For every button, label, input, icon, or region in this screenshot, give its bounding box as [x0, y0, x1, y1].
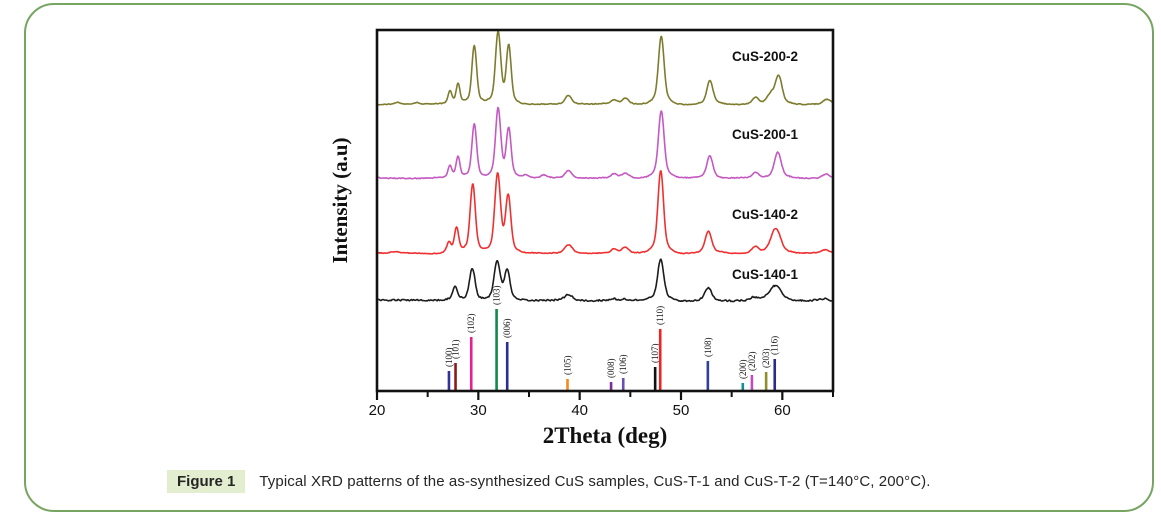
ref-peak-label-(107): (107) — [650, 344, 660, 364]
ref-peak-label-(106): (106) — [618, 355, 628, 375]
ref-peak-label-(008): (008) — [606, 359, 616, 379]
ref-peak-label-(006): (006) — [502, 319, 512, 339]
series-label-CuS-200-2: CuS-200-2 — [732, 49, 798, 64]
x-axis-title: 2Theta (deg) — [543, 423, 668, 448]
ref-peak-label-(105): (105) — [563, 356, 573, 376]
x-tick-label-20: 20 — [369, 402, 386, 419]
ref-peak-label-(102): (102) — [466, 314, 476, 334]
figure-number-label: Figure 1 — [167, 470, 246, 493]
figure-caption-text: Typical XRD patterns of the as-synthesiz… — [259, 473, 931, 490]
xrd-trace-CuS-140-1 — [376, 258, 833, 303]
series-label-CuS-140-2: CuS-140-2 — [732, 207, 798, 222]
y-axis-title: Intensity (a.u) — [328, 137, 352, 263]
ref-peak-label-(116): (116) — [770, 336, 780, 355]
xrd-trace-CuS-200-1 — [376, 106, 833, 180]
xrd-chart-svg: (100)(101) (102) (103) (006) (105) (008) (106)… — [328, 28, 835, 448]
ref-peak-label-(200): (200) — [738, 360, 748, 380]
ref-peak-label-(202): (202) — [747, 352, 757, 372]
ref-peak-label-(101): (101) — [451, 340, 461, 360]
ref-peak-label-(103): (103) — [492, 286, 502, 306]
xrd-trace-CuS-140-2 — [376, 170, 833, 255]
ref-peak-label-(110): (110) — [655, 306, 665, 325]
x-tick-label-40: 40 — [571, 402, 588, 419]
series-label-CuS-140-1: CuS-140-1 — [732, 267, 799, 282]
x-tick-label-60: 60 — [774, 402, 791, 419]
ref-peak-label-(108): (108) — [703, 338, 713, 358]
x-tick-label-30: 30 — [470, 402, 487, 419]
x-tick-label-50: 50 — [673, 402, 690, 419]
figure-caption: Figure 1 Typical XRD patterns of the as-… — [167, 470, 931, 493]
plot-frame — [375, 28, 835, 393]
figure-card-border — [24, 3, 1154, 512]
ref-peak-label-(203): (203) — [761, 349, 771, 369]
xrd-chart: (100) (101) (102) (103) (006) (105) (008) (106)… — [325, 20, 880, 465]
series-label-CuS-200-1: CuS-200-1 — [732, 127, 799, 142]
ref-peak-label-(100): (100) — [444, 348, 454, 368]
xrd-trace-CuS-200-2 — [376, 30, 833, 106]
